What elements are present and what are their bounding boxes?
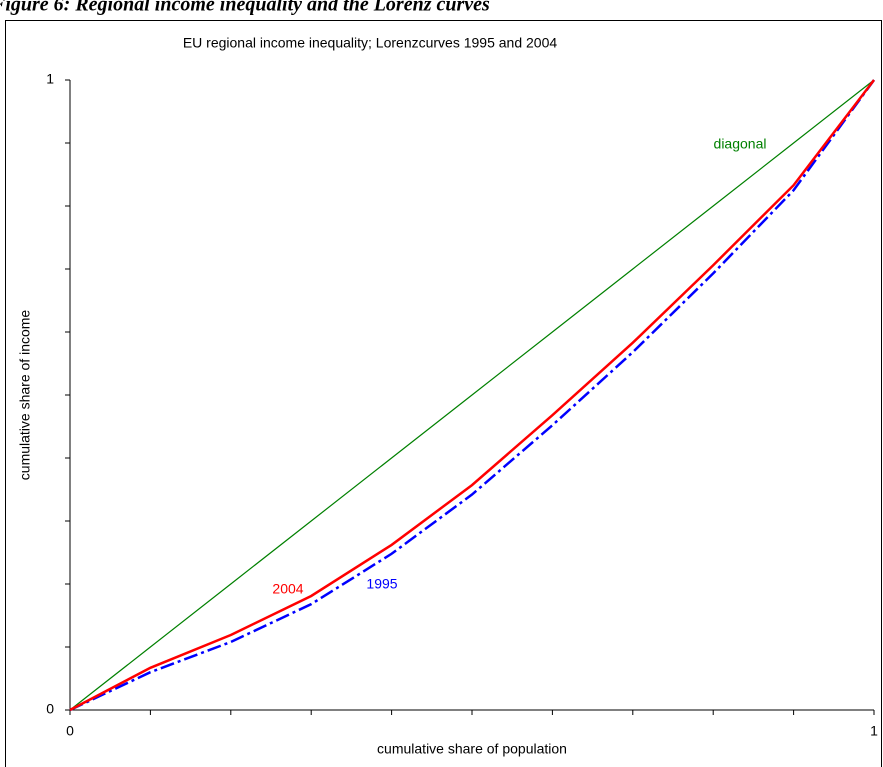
y-axis-label: cumulative share of income <box>17 310 33 481</box>
x-axis-label: cumulative share of population <box>377 741 567 757</box>
y-tick-label: 1 <box>46 71 54 87</box>
series-label: 1995 <box>366 576 397 592</box>
chart-title: EU regional income inequality; Lorenzcur… <box>183 35 558 51</box>
series-label: diagonal <box>714 136 767 152</box>
series-label: 2004 <box>272 581 303 597</box>
series-line <box>69 79 876 712</box>
series-line <box>69 79 875 712</box>
chart-frame <box>5 20 882 767</box>
x-tick-label: 1 <box>870 723 878 739</box>
y-tick-label: 0 <box>46 701 54 717</box>
x-tick-label: 0 <box>66 723 74 739</box>
series-line <box>69 79 875 711</box>
caption: Figure 6: Regional income inequality and… <box>0 0 490 16</box>
